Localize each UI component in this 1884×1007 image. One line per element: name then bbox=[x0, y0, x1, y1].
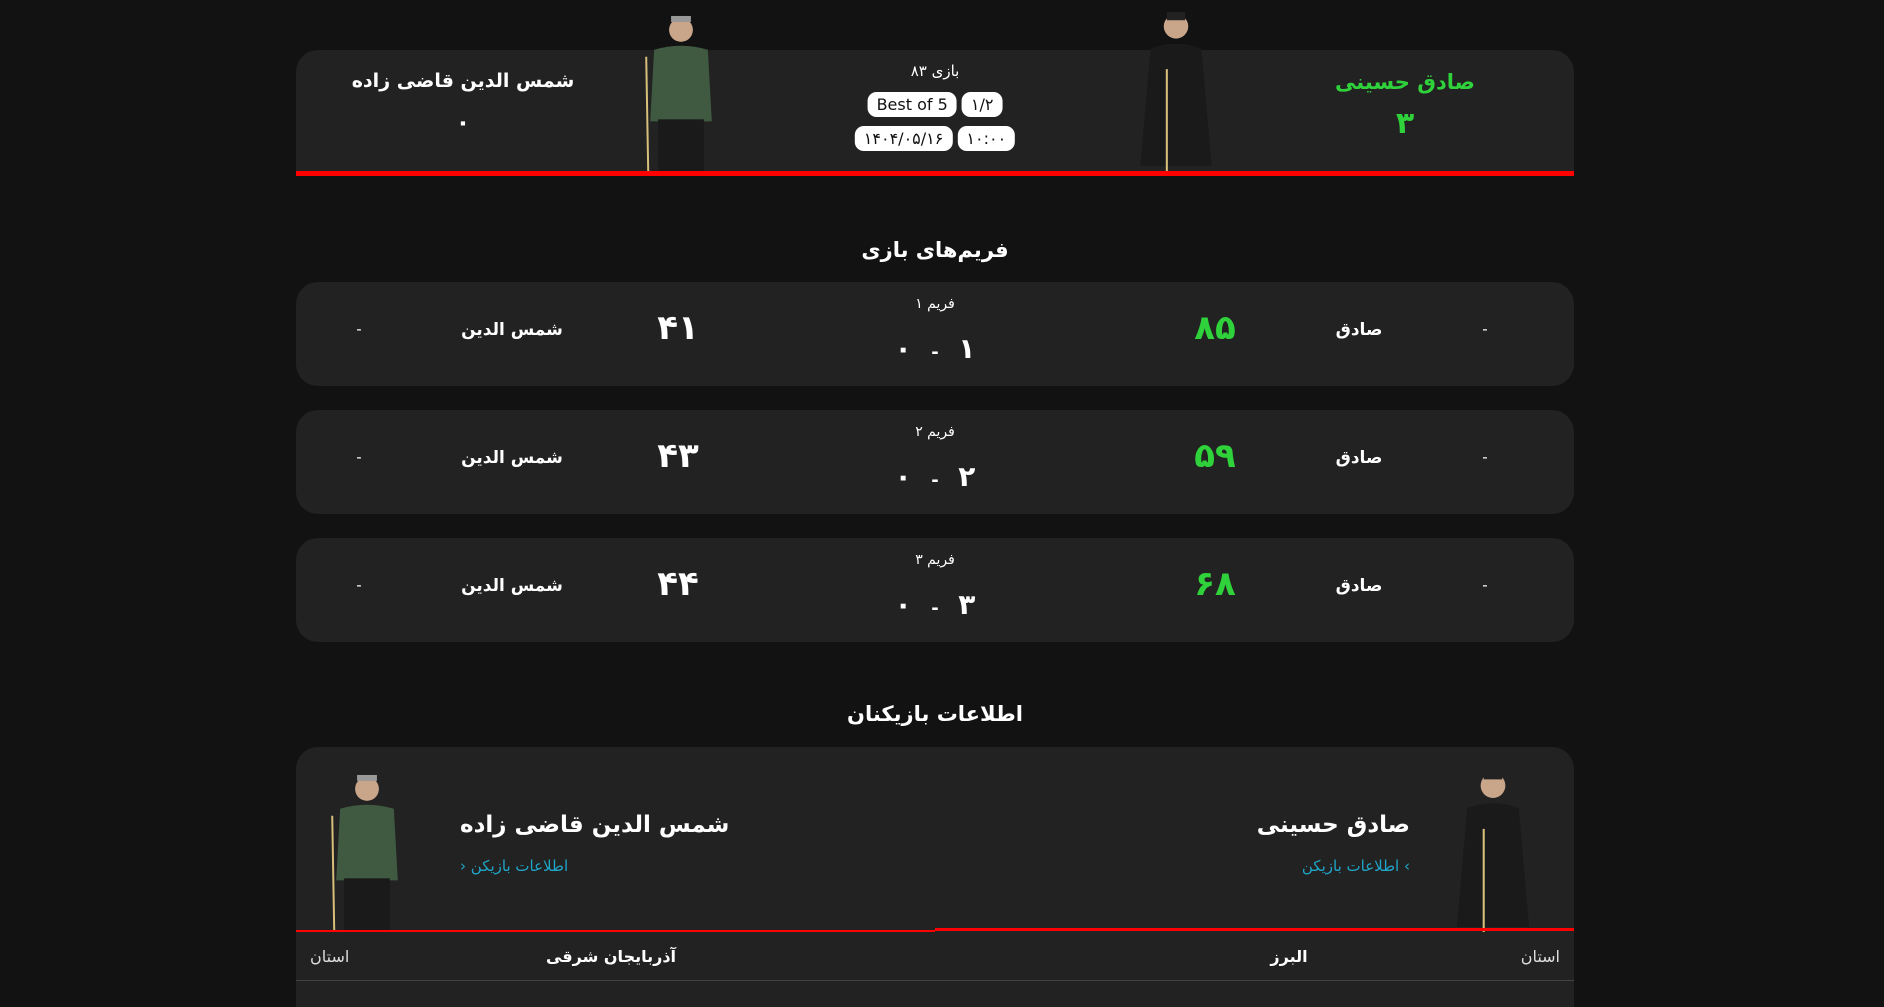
right-player-name: صادق حسینی bbox=[1256, 812, 1410, 838]
province-label: استان bbox=[310, 947, 350, 966]
match-date-row: ۱۴۰۴/۰۵/۱۶ ۱۰:۰۰ bbox=[854, 126, 1016, 151]
right-player-photo bbox=[1444, 767, 1542, 932]
match-meta-row: Best of 5 ۱/۲ bbox=[867, 92, 1003, 117]
match-date: ۱۴۰۴/۰۵/۱۶ bbox=[854, 126, 953, 151]
left-player-score: ۰ bbox=[455, 108, 471, 136]
chevron-left-icon: ‹ bbox=[1404, 857, 1410, 875]
left-player-name: شمس الدین bbox=[461, 448, 563, 468]
right-player-name[interactable]: صادق حسینی bbox=[1335, 70, 1475, 94]
right-player-name: صادق bbox=[1335, 448, 1383, 468]
link-label: اطلاعات بازیکن bbox=[1301, 857, 1400, 875]
frame-score: ۳ - ۰ bbox=[895, 588, 976, 621]
frame-card: - صادق ۵۹ فریم ۲ ۲ - ۰ ۴۳ شمس الدین - bbox=[296, 410, 1574, 514]
frame-score: ۲ - ۰ bbox=[895, 460, 976, 493]
left-player-name[interactable]: شمس الدین قاضی زاده bbox=[351, 70, 575, 92]
frames-title: فریم‌های بازی bbox=[861, 238, 1009, 262]
round-badge: ۱/۲ bbox=[961, 92, 1003, 117]
left-frame-points: ۴۱ bbox=[657, 308, 699, 348]
frame-label: فریم ۳ bbox=[915, 552, 955, 568]
right-break: - bbox=[1482, 320, 1488, 338]
frame-card: - صادق ۶۸ فریم ۳ ۳ - ۰ ۴۴ شمس الدین - bbox=[296, 538, 1574, 642]
left-player-name: شمس الدین bbox=[461, 576, 563, 596]
right-player-photo bbox=[1126, 8, 1226, 171]
row-divider bbox=[296, 980, 1574, 981]
right-player-score: ۳ bbox=[1395, 106, 1415, 141]
left-frames-won: ۰ bbox=[894, 460, 912, 493]
link-label: اطلاعات بازیکن bbox=[470, 857, 569, 875]
left-player-name: شمس الدین bbox=[461, 320, 563, 340]
score-separator: - bbox=[931, 342, 939, 363]
players-info-card: صادق حسینی اطلاعات بازیکن ‹ شمس الدین قا… bbox=[296, 747, 1574, 1007]
match-time: ۱۰:۰۰ bbox=[957, 126, 1016, 151]
left-break: - bbox=[356, 576, 362, 594]
right-frame-points: ۶۸ bbox=[1194, 564, 1236, 604]
frame-card: - صادق ۸۵ فریم ۱ ۱ - ۰ ۴۱ شمس الدین - bbox=[296, 282, 1574, 386]
left-province: آذربایجان شرقی bbox=[545, 947, 677, 966]
players-info-title: اطلاعات بازیکنان bbox=[847, 702, 1023, 726]
left-break: - bbox=[356, 320, 362, 338]
frame-label: فریم ۱ bbox=[915, 296, 955, 312]
chevron-left-icon: ‹ bbox=[460, 857, 466, 875]
left-player-photo bbox=[322, 771, 412, 930]
match-header-card: صادق حسینی ۳ بازی ۸۳ Best of 5 ۱/۲ ۱۴۰۴/… bbox=[296, 50, 1574, 176]
score-separator: - bbox=[931, 470, 939, 491]
score-separator: - bbox=[931, 598, 939, 619]
province-label: استان bbox=[1520, 947, 1560, 966]
right-frames-won: ۱ bbox=[958, 332, 976, 365]
left-frame-points: ۴۳ bbox=[657, 436, 699, 476]
right-frame-points: ۸۵ bbox=[1194, 308, 1236, 348]
frame-score: ۱ - ۰ bbox=[895, 332, 976, 365]
frame-label: فریم ۲ bbox=[915, 424, 955, 440]
left-frame-points: ۴۴ bbox=[657, 564, 699, 604]
right-frame-points: ۵۹ bbox=[1194, 436, 1236, 476]
left-player-photo bbox=[636, 12, 726, 171]
right-divider bbox=[935, 928, 1574, 931]
right-break: - bbox=[1482, 576, 1488, 594]
left-frames-won: ۰ bbox=[894, 332, 912, 365]
right-province: البرز bbox=[1270, 947, 1308, 966]
left-frames-won: ۰ bbox=[894, 588, 912, 621]
game-number: بازی ۸۳ bbox=[910, 62, 960, 80]
left-player-info-link[interactable]: اطلاعات بازیکن ‹ bbox=[460, 857, 568, 875]
left-break: - bbox=[356, 448, 362, 466]
right-player-name: صادق bbox=[1335, 576, 1383, 596]
right-frames-won: ۲ bbox=[958, 460, 976, 493]
right-break: - bbox=[1482, 448, 1488, 466]
right-player-name: صادق bbox=[1335, 320, 1383, 340]
right-frames-won: ۳ bbox=[958, 588, 976, 621]
left-player-name: شمس الدین قاضی زاده bbox=[460, 812, 730, 838]
right-player-info-link[interactable]: اطلاعات بازیکن ‹ bbox=[1302, 857, 1410, 875]
left-divider bbox=[296, 930, 935, 932]
best-of-badge: Best of 5 bbox=[867, 92, 957, 117]
